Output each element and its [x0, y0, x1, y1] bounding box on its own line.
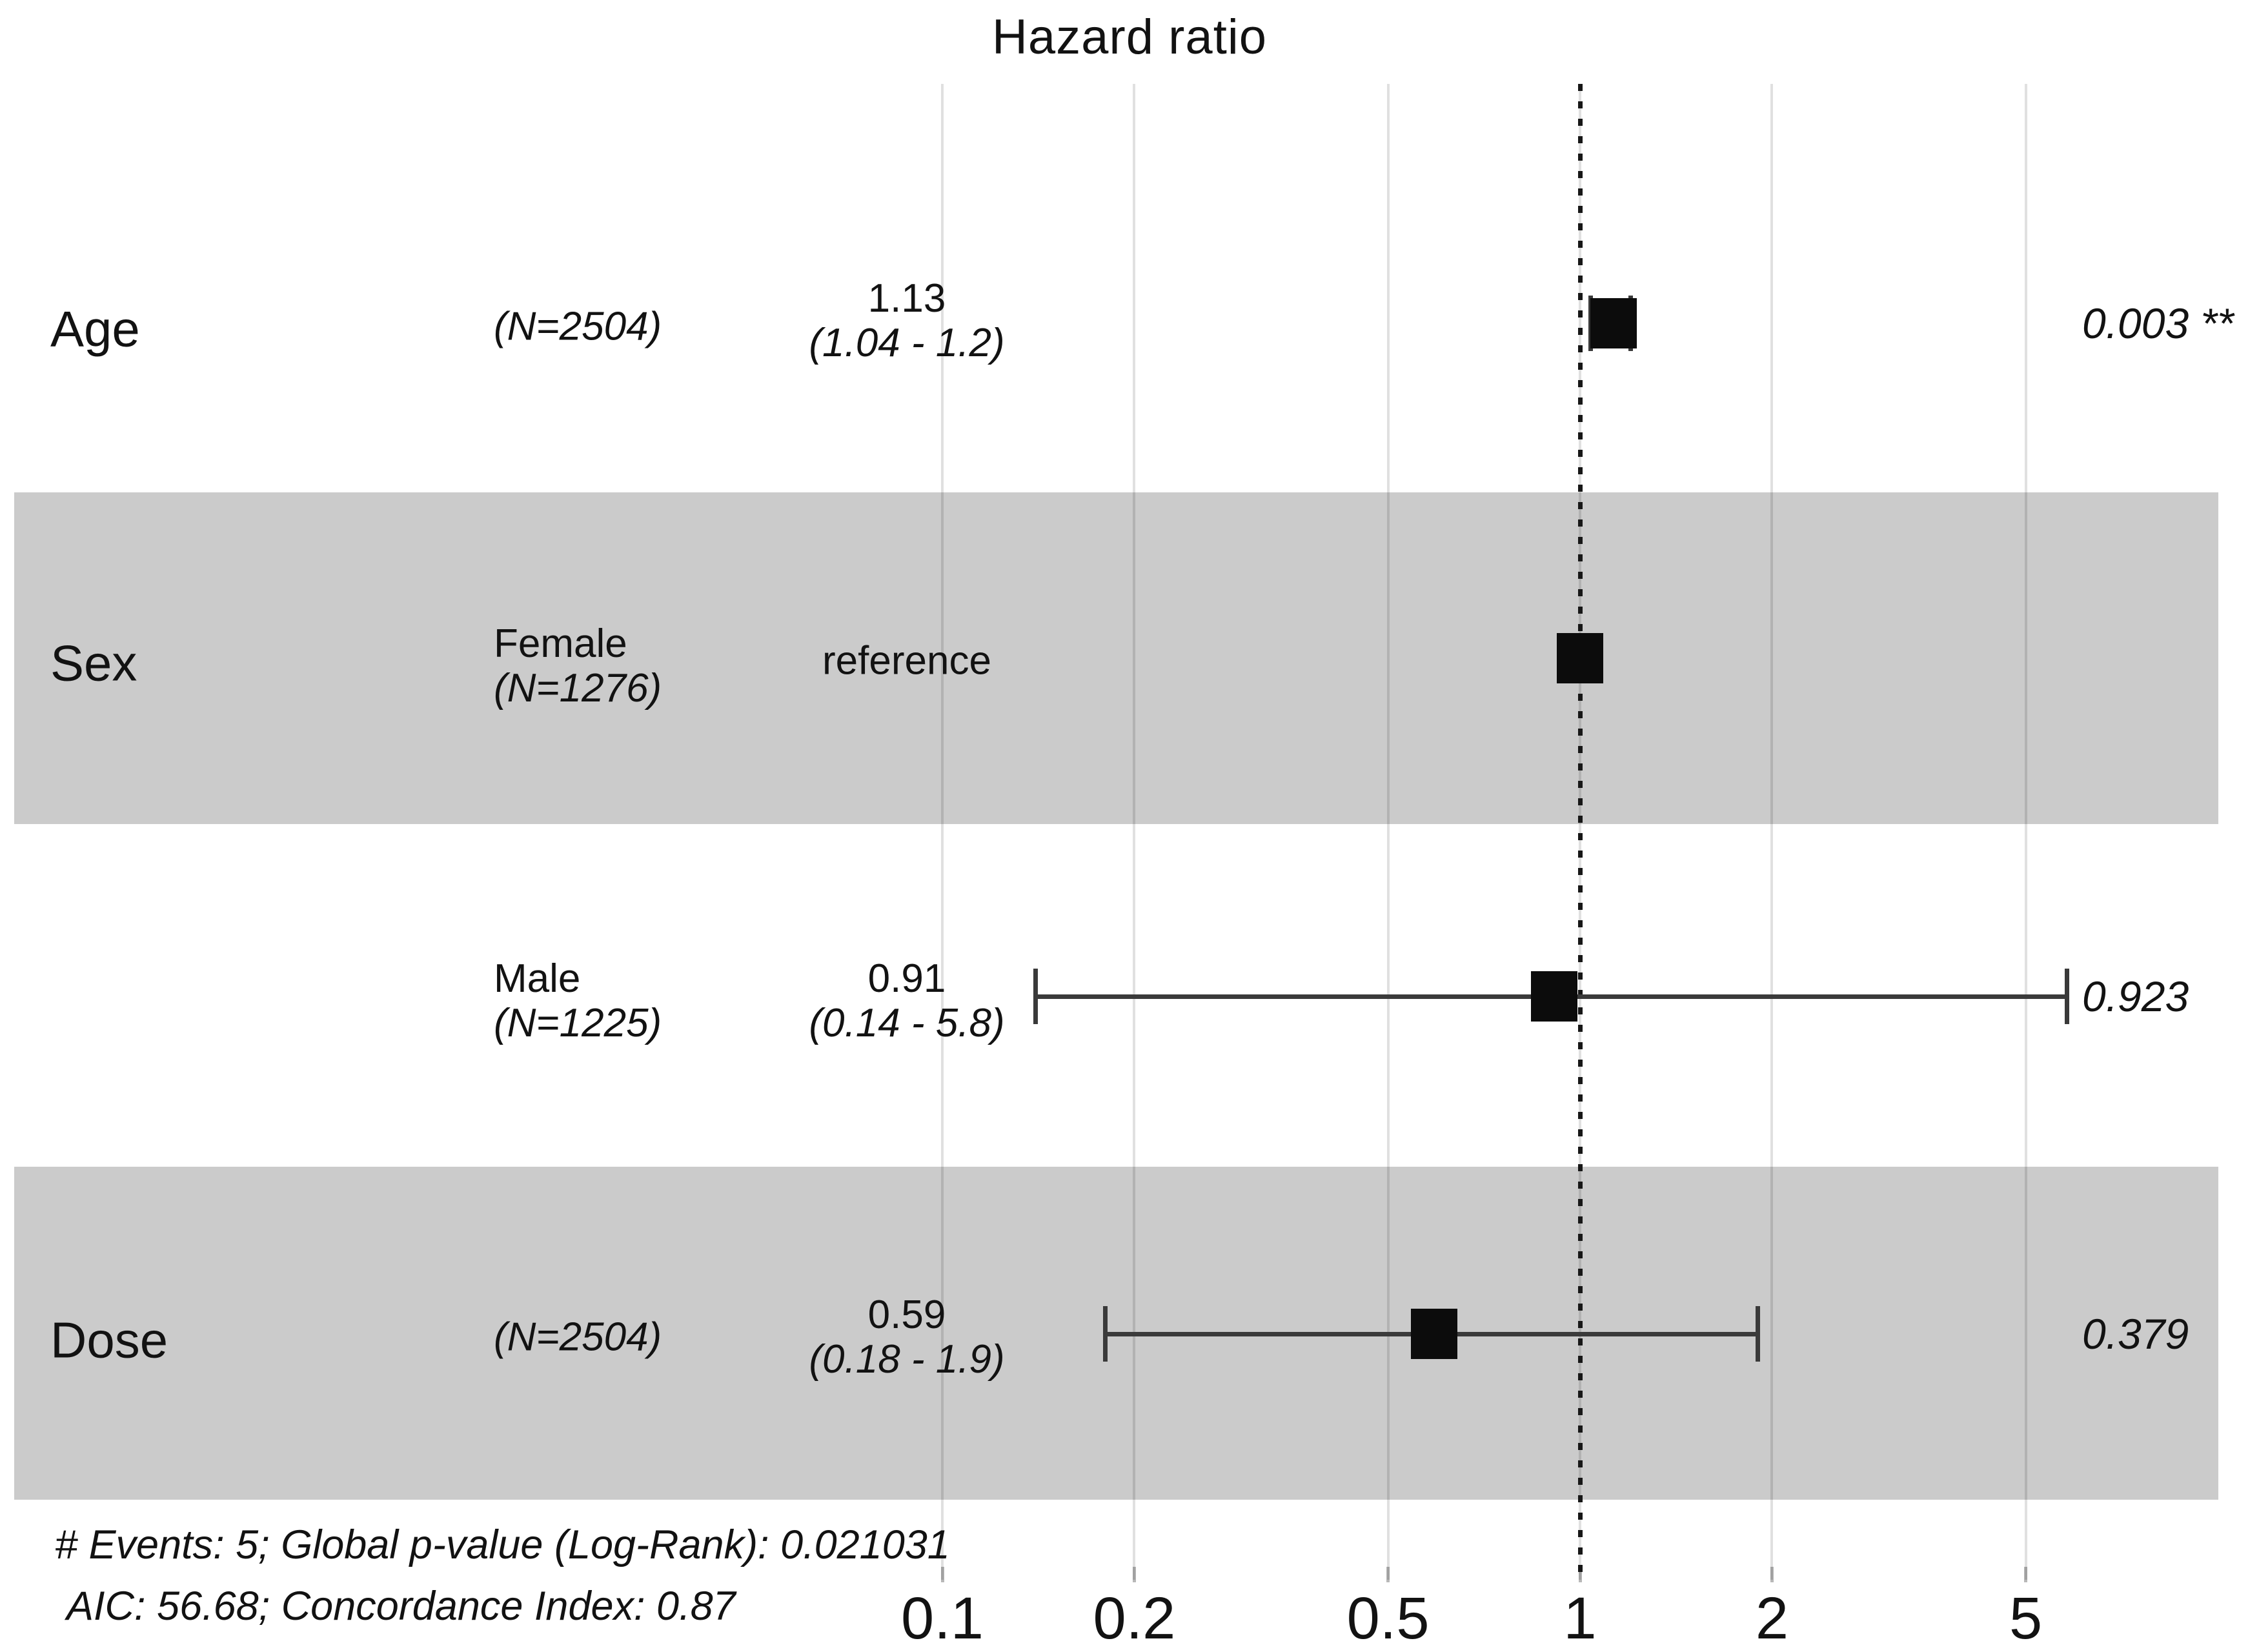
row-estimate: reference	[822, 639, 991, 683]
stripe-band-sex	[14, 492, 2218, 824]
ci-cap-low	[1102, 1306, 1108, 1362]
estimate-value: 0.59	[867, 1293, 946, 1337]
estimate-ci: (1.04 - 1.2)	[809, 321, 1005, 365]
row-p-value: 0.003 **	[2082, 299, 2234, 347]
axis-tick-label: 0.1	[901, 1586, 984, 1651]
axis-tick	[1132, 1567, 1136, 1582]
hazard-ratio-marker	[1410, 1309, 1457, 1359]
estimate-ci: (0.18 - 1.9)	[809, 1337, 1005, 1382]
level-n: (N=1276)	[494, 666, 662, 710]
axis-tick-label: 0.2	[1093, 1586, 1176, 1651]
axis-tick-label: 5	[2009, 1586, 2043, 1651]
estimate-ci: (0.14 - 5.8)	[809, 1001, 1005, 1045]
row-variable-label: Sex	[50, 634, 137, 692]
level-n: (N=1225)	[494, 1001, 662, 1045]
estimate-value: reference	[822, 638, 991, 683]
hazard-ratio-marker	[1590, 298, 1637, 348]
gridline	[1770, 84, 1774, 1580]
axis-tick-label: 0.5	[1346, 1586, 1430, 1651]
level-name: Male	[494, 956, 581, 1001]
row-variable-label: Age	[50, 300, 140, 358]
row-estimate: 0.59 (0.18 - 1.9)	[809, 1293, 1004, 1382]
gridline	[941, 84, 944, 1580]
row-level-n-label: Female (N=1276)	[494, 621, 662, 710]
gridline	[1386, 84, 1390, 1580]
row-estimate: 0.91 (0.14 - 5.8)	[809, 956, 1004, 1045]
axis-tick	[940, 1567, 944, 1582]
axis-tick-label: 2	[1755, 1586, 1788, 1651]
row-level-n-label: Male (N=1225)	[494, 956, 662, 1045]
reference-line	[1577, 84, 1583, 1580]
gridline	[2024, 84, 2027, 1580]
axis-tick	[1386, 1567, 1390, 1582]
row-n-label: (N=2504)	[494, 304, 662, 349]
row-p-value: 0.379	[2082, 1310, 2189, 1358]
row-estimate: 1.13 (1.04 - 1.2)	[809, 276, 1004, 365]
estimate-value: 0.91	[867, 956, 946, 1001]
footer-aic-concordance: AIC: 56.68; Concordance Index: 0.87	[66, 1584, 736, 1629]
row-n-label: (N=2504)	[494, 1315, 662, 1360]
axis-tick	[2024, 1567, 2028, 1582]
ci-cap-high	[1755, 1306, 1760, 1362]
hazard-ratio-marker	[1557, 633, 1603, 683]
ci-cap-low	[1033, 969, 1038, 1024]
axis-tick-label: 1	[1563, 1586, 1597, 1651]
hazard-ratio-marker	[1530, 971, 1577, 1022]
estimate-value: 1.13	[867, 276, 946, 321]
row-variable-label: Dose	[50, 1311, 168, 1369]
row-p-value: 0.923	[2082, 972, 2189, 1020]
footer-events-pvalue: # Events: 5; Global p-value (Log-Rank): …	[55, 1522, 950, 1567]
gridline	[1133, 84, 1136, 1580]
axis-tick	[1770, 1567, 1774, 1582]
chart-title: Hazard ratio	[992, 10, 1267, 65]
level-name: Female	[494, 621, 627, 666]
ci-cap-high	[2064, 969, 2069, 1024]
